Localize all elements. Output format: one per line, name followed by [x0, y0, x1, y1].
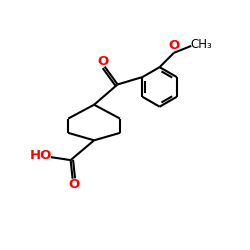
Text: CH₃: CH₃ — [191, 38, 212, 51]
Text: O: O — [168, 39, 179, 52]
Text: O: O — [98, 55, 109, 68]
Text: HO: HO — [29, 150, 52, 162]
Text: O: O — [68, 178, 80, 190]
